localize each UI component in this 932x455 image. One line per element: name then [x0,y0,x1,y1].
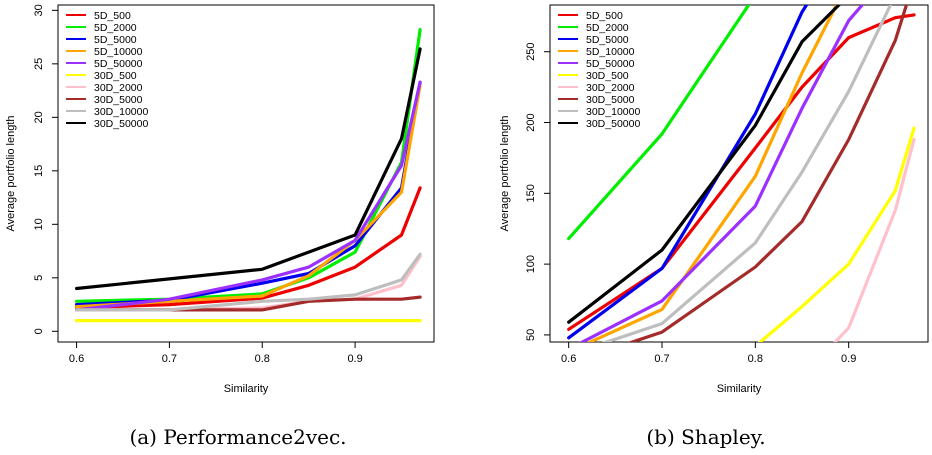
series-line-5d_500 [74,186,422,310]
caption-a: (a) Performance2vec. [129,425,346,449]
y-tick-label: 150 [525,184,537,202]
x-axis-label: Similarity [717,383,762,395]
y-axis-label: Average portfolio length [5,116,17,232]
series-line-30d_10000 [601,5,893,342]
y-axis-label: Average portfolio length [499,116,511,232]
series-line-30d_5000 [627,5,909,342]
series-group [567,5,916,342]
x-tick-label: 0.6 [69,353,84,365]
x-tick-label: 0.8 [748,353,763,365]
panel-a-chart: 0.6 0.7 0.8 0.9 0 5 10 15 20 25 30 Similarity Averag… [5,4,435,395]
legend-label-30d_5000: 30D_5000 [94,94,143,106]
series-line-30d_2000 [833,137,916,342]
x-axis-label: Similarity [224,383,269,395]
x-tick-label: 0.9 [347,353,362,365]
legend-label-5d_2000: 5D_2000 [586,22,629,34]
legend-label-30d_2000: 30D_2000 [94,82,143,94]
plot-frame [57,4,435,343]
y-tick-label: 250 [525,43,537,61]
series-line-30d_50000 [74,47,422,291]
y-tick-label: 25 [33,58,45,70]
y-tick-label: 20 [33,111,45,123]
plot-frame [549,4,929,343]
legend-label-30d_500: 30D_500 [586,70,629,82]
legend: 5D_5005D_20005D_50005D_100005D_5000030D_… [66,10,148,130]
legend-label-5d_10000: 5D_10000 [94,46,143,58]
y-tick-label: 10 [33,218,45,230]
x-tick-label: 0.9 [841,353,856,365]
y-tick-label: 0 [33,328,45,334]
series-line-5d_50000 [74,80,422,312]
legend-label-5d_10000: 5D_10000 [586,46,635,58]
x-tick-label: 0.8 [255,353,270,365]
legend-label-30d_50000: 30D_50000 [94,118,148,130]
series-line-30d_500 [757,126,916,342]
series-line-5d_10000 [74,83,422,309]
series-line-30d_50000 [567,5,842,324]
y-tick-label: 15 [33,165,45,177]
y-tick-label: 100 [525,255,537,273]
panel-b-chart: 0.6 0.7 0.8 0.9 50 100 150 200 250 Similarity Aver… [499,4,929,395]
legend-label-30d_50000: 30D_50000 [586,118,640,130]
x-tick-label: 0.7 [162,353,177,365]
y-tick-label: 50 [525,329,537,341]
legend: 5D_5005D_20005D_50005D_100005D_5000030D_… [558,10,640,130]
y-tick-label: 30 [33,4,45,16]
series-line-5d_2000 [567,5,751,241]
legend-label-5d_2000: 5D_2000 [94,22,137,34]
legend-label-5d_500: 5D_500 [586,10,623,22]
series-line-5d_10000 [586,5,839,342]
series-line-5d_50000 [578,5,865,342]
legend-label-30d_10000: 30D_10000 [94,106,148,118]
x-tick-label: 0.6 [561,353,576,365]
legend-label-30d_5000: 30D_5000 [586,94,635,106]
legend-label-30d_2000: 30D_2000 [586,82,635,94]
legend-label-30d_10000: 30D_10000 [586,106,640,118]
series-group [74,28,422,323]
series-line-5d_5000 [567,5,809,340]
y-tick-label: 5 [33,275,45,281]
legend-label-5d_5000: 5D_5000 [94,34,137,46]
series-line-30d_10000 [74,252,422,312]
legend-label-5d_5000: 5D_5000 [586,34,629,46]
x-tick-label: 0.7 [654,353,669,365]
caption-b: (b) Shapley. [646,425,765,449]
legend-label-5d_50000: 5D_50000 [586,58,635,70]
legend-label-5d_50000: 5D_50000 [94,58,143,70]
y-tick-label: 200 [525,113,537,131]
legend-label-30d_500: 30D_500 [94,70,137,82]
legend-label-5d_500: 5D_500 [94,10,131,22]
